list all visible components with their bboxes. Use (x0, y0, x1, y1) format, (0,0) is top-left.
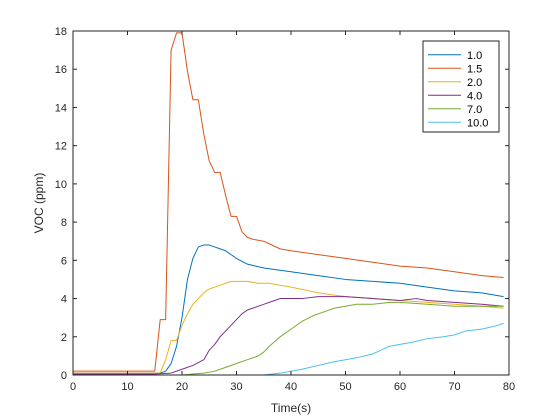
legend-label: 1.0 (467, 50, 482, 62)
y-tick-label: 4 (61, 294, 67, 306)
series-line-4-0 (73, 296, 504, 375)
x-tick-label: 30 (230, 381, 242, 393)
x-tick-label: 0 (70, 381, 76, 393)
series-line-1-0 (73, 244, 504, 374)
x-tick-label: 70 (448, 381, 460, 393)
x-tick-label: 20 (176, 381, 188, 393)
y-tick-label: 18 (55, 26, 67, 38)
series-line-7-0 (73, 301, 504, 376)
x-tick-label: 80 (503, 381, 515, 393)
y-tick-label: 12 (55, 141, 67, 153)
legend-label: 1.5 (467, 63, 482, 75)
y-tick-label: 2 (61, 332, 67, 344)
x-tick-label: 10 (121, 381, 133, 393)
y-tick-label: 16 (55, 64, 67, 76)
legend-label: 7.0 (467, 104, 482, 116)
y-tick-label: 0 (61, 370, 67, 382)
y-tick-label: 8 (61, 217, 67, 229)
x-axis-label: Time(s) (271, 401, 311, 415)
y-tick-label: 6 (61, 255, 67, 267)
legend-box (422, 40, 500, 133)
x-tick-label: 40 (285, 381, 297, 393)
axes-ticks: 0 10 20 30 40 50 60 70 80 0 2 4 6 8 10 12 14 16 18 (55, 26, 515, 393)
legend-label: 10.0 (467, 117, 488, 129)
y-tick-label: 14 (55, 102, 67, 114)
series-line-1-5 (73, 32, 504, 372)
legend-label: 4.0 (467, 90, 482, 102)
y-axis-label: VOC (ppm) (32, 173, 46, 234)
legend-label: 2.0 (467, 77, 482, 89)
x-tick-label: 60 (394, 381, 406, 393)
legend: 1.01.5 2.04.0 7.010.0 (422, 40, 500, 133)
y-tick-label: 10 (55, 179, 67, 191)
series-layer (73, 32, 504, 376)
x-tick-label: 50 (339, 381, 351, 393)
